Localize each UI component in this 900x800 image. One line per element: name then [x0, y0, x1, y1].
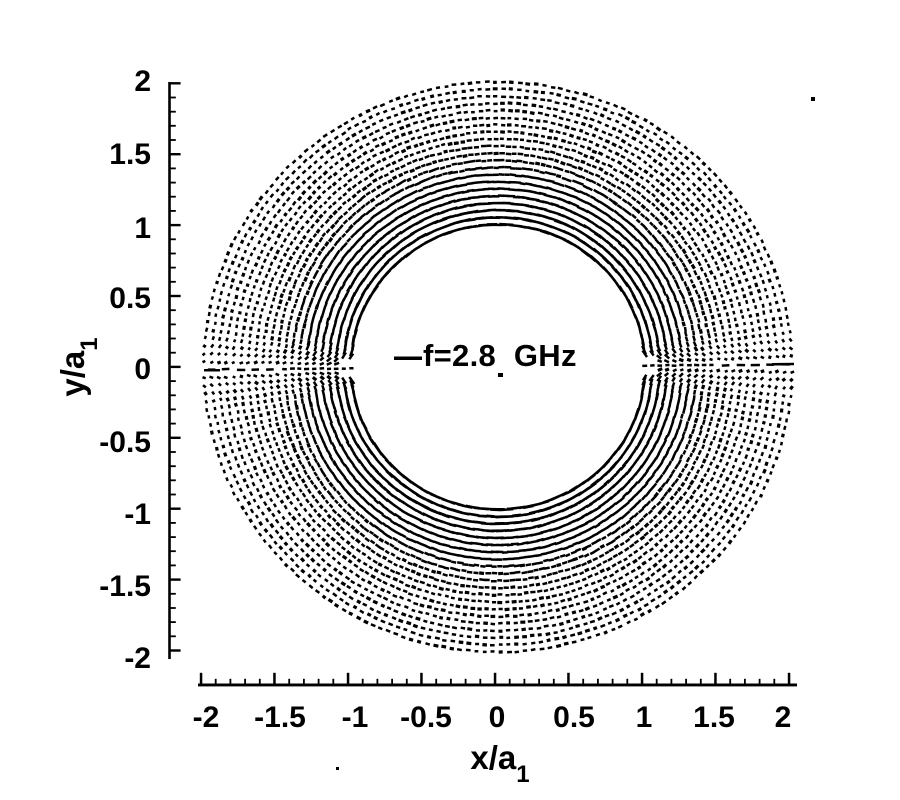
- svg-text:1.5: 1.5: [109, 138, 151, 171]
- svg-text:2: 2: [775, 701, 792, 734]
- svg-text:0: 0: [489, 701, 506, 734]
- svg-text:-1: -1: [124, 498, 151, 531]
- svg-text:1: 1: [134, 212, 151, 245]
- svg-text:2: 2: [134, 65, 151, 98]
- svg-text:f=2.8 GHz: f=2.8 GHz: [423, 338, 577, 373]
- svg-text:0.5: 0.5: [109, 282, 151, 315]
- svg-text:-1.5: -1.5: [99, 570, 151, 603]
- svg-text:-0.5: -0.5: [99, 426, 151, 459]
- svg-text:-1: -1: [342, 701, 369, 734]
- svg-text:1.5: 1.5: [693, 701, 735, 734]
- svg-text:-2: -2: [193, 701, 220, 734]
- svg-text:-0.5: -0.5: [400, 701, 452, 734]
- svg-text:-2: -2: [124, 642, 151, 675]
- svg-text:0: 0: [134, 353, 151, 386]
- svg-text:-1.5: -1.5: [254, 701, 306, 734]
- svg-text:0.5: 0.5: [553, 701, 595, 734]
- svg-text:1: 1: [636, 701, 653, 734]
